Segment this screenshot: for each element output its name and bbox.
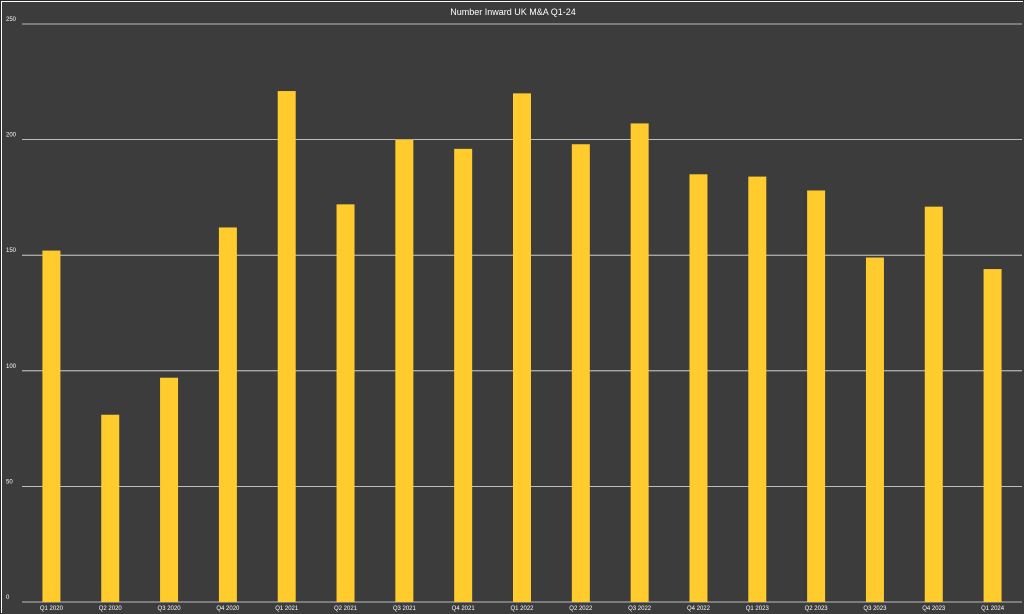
bar-q1-2021: [277, 91, 296, 602]
y-tick-label: 150: [6, 248, 17, 254]
bar-q1-2023: [748, 176, 767, 603]
bar-q3-2020: [160, 377, 179, 602]
x-tick-label: Q3 2022: [628, 606, 652, 612]
bar-q2-2023: [807, 190, 826, 603]
bar-q1-2020: [42, 250, 61, 603]
x-tick-label: Q1 2023: [746, 606, 770, 612]
x-tick-label: Q3 2020: [158, 606, 182, 612]
bar-q3-2023: [865, 257, 884, 602]
bar-q1-2022: [513, 93, 531, 603]
chart-title: Number Inward UK M&A Q1-24: [450, 7, 576, 17]
x-tick-label: Q3 2023: [863, 606, 887, 612]
x-tick-label: Q4 2023: [922, 606, 946, 612]
x-tick-label: Q4 2022: [687, 606, 711, 612]
y-axis-ticks: 0 50 100 150 200 250: [6, 17, 17, 601]
y-tick-label: 250: [6, 17, 17, 23]
y-tick-label: 100: [6, 364, 17, 370]
x-tick-label: Q1 2020: [40, 606, 64, 612]
bar-q2-2020: [101, 414, 120, 602]
x-tick-label: Q2 2022: [569, 606, 593, 612]
bar-q4-2023: [924, 206, 943, 602]
bar-q4-2020: [218, 227, 237, 602]
bar-q1-2024: [983, 269, 1002, 602]
bars: [42, 91, 1002, 603]
x-tick-label: Q1 2022: [510, 606, 534, 612]
x-tick-label: Q2 2023: [805, 606, 829, 612]
bar-q2-2022: [571, 144, 590, 602]
y-tick-label: 0: [6, 595, 10, 601]
x-tick-label: Q4 2021: [452, 606, 476, 612]
x-tick-label: Q1 2024: [981, 606, 1005, 612]
bar-q2-2021: [336, 204, 355, 602]
bar-q3-2022: [630, 123, 649, 602]
x-tick-label: Q1 2021: [275, 606, 299, 612]
x-tick-label: Q3 2021: [393, 606, 417, 612]
x-tick-label: Q2 2020: [99, 606, 123, 612]
x-axis-ticks: Q1 2020 Q2 2020 Q3 2020 Q4 2020 Q1 2021 Q2 20…: [40, 606, 1005, 612]
bar-q4-2022: [689, 174, 708, 602]
x-tick-label: Q4 2020: [216, 606, 240, 612]
y-tick-label: 200: [6, 133, 17, 139]
bar-q4-2021: [454, 148, 473, 602]
bar-q3-2021: [395, 139, 414, 602]
y-tick-label: 50: [6, 479, 13, 485]
x-tick-label: Q2 2021: [334, 606, 358, 612]
